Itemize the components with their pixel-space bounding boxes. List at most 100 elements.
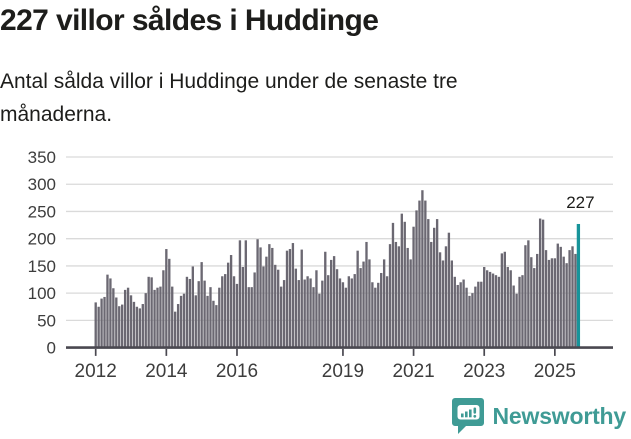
bars (94, 190, 581, 348)
bar (565, 263, 568, 348)
bar (297, 280, 300, 348)
bar (412, 226, 415, 348)
bar (524, 245, 527, 348)
bar (232, 276, 236, 348)
y-tick-label: 50 (37, 311, 56, 330)
bar (447, 232, 451, 348)
bar (544, 250, 548, 348)
bar (291, 243, 295, 348)
bar (541, 219, 545, 348)
bar (465, 287, 468, 348)
bar (159, 286, 162, 348)
bar (332, 256, 336, 348)
bar (441, 260, 445, 348)
brand-name: Newsworthy (492, 402, 627, 429)
bar (468, 295, 471, 348)
x-axis (66, 346, 613, 356)
bar (456, 284, 459, 348)
bar (309, 278, 312, 348)
bar (494, 275, 498, 348)
bar (380, 272, 383, 348)
bar (341, 282, 345, 348)
bar (327, 275, 330, 348)
bar (256, 239, 259, 348)
bar (238, 240, 242, 348)
bar (156, 287, 159, 348)
bar (397, 246, 401, 348)
bar (433, 227, 436, 348)
bar (168, 258, 171, 348)
bar (324, 251, 327, 348)
bar (121, 304, 124, 348)
bar (571, 246, 574, 348)
newsworthy-logo-link[interactable]: Newsworthy (451, 397, 627, 435)
bar (329, 259, 333, 348)
bar (459, 282, 462, 348)
bar (218, 287, 221, 348)
bar (206, 295, 209, 348)
sales-bar-chart: 0 50 100 150 200 250 300 350 2012 2014 2016 2019 202… (28, 148, 613, 382)
bar (385, 276, 389, 348)
bar (474, 286, 477, 348)
bar (215, 305, 218, 348)
bar (450, 260, 454, 348)
bar (353, 274, 356, 348)
bar (453, 276, 456, 348)
y-tick-label: 0 (47, 339, 56, 358)
bar (253, 272, 256, 348)
bar (424, 200, 427, 348)
bar (112, 288, 115, 348)
bar (550, 258, 554, 348)
bar (132, 301, 136, 348)
bar (277, 269, 280, 348)
bar (359, 268, 362, 348)
bar (259, 247, 262, 348)
bar (350, 278, 353, 348)
bar (394, 241, 398, 348)
bar (480, 281, 483, 348)
bar (115, 297, 118, 348)
bar-chart-speech-bubble-icon (451, 398, 484, 434)
bar (388, 244, 392, 348)
bar (209, 287, 212, 348)
bar (527, 240, 530, 348)
bar (506, 267, 509, 348)
bar (430, 241, 433, 348)
bar (562, 256, 565, 348)
bar (235, 283, 239, 348)
bar (491, 273, 495, 348)
bar (438, 252, 442, 348)
bar (171, 286, 174, 348)
bar (362, 261, 365, 348)
bar (435, 219, 439, 348)
bar (538, 218, 542, 348)
bar (365, 241, 368, 348)
bar (503, 251, 506, 348)
bar (244, 240, 247, 348)
bar (391, 222, 395, 348)
bar (547, 259, 551, 348)
bar (274, 264, 277, 348)
bar (377, 282, 380, 348)
bar (165, 249, 168, 348)
x-tick-label: 2021 (392, 361, 434, 382)
x-tick-label: 2025 (534, 361, 576, 382)
bar (271, 247, 274, 348)
bar (118, 306, 121, 348)
bar (485, 270, 489, 348)
bar (497, 276, 501, 348)
y-tick-label: 250 (28, 202, 56, 221)
bar (477, 281, 480, 348)
bar (226, 262, 230, 348)
bar (418, 200, 421, 348)
bar (406, 247, 409, 348)
bar (173, 311, 177, 348)
bar (203, 280, 206, 348)
bar (559, 246, 562, 348)
bar (515, 293, 518, 348)
y-tick-label: 100 (28, 284, 56, 303)
bar (427, 219, 430, 348)
y-tick-label: 150 (28, 257, 56, 276)
bar (182, 293, 186, 348)
